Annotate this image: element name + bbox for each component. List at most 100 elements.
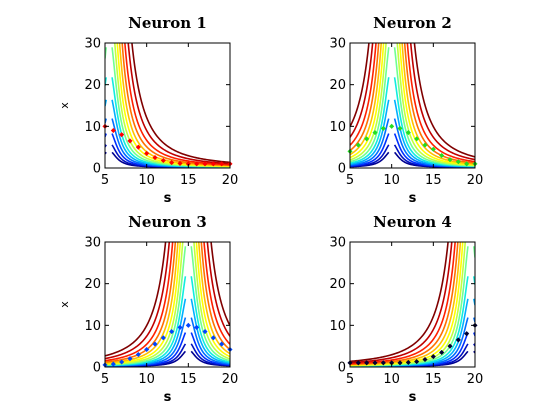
contour-group xyxy=(105,242,230,367)
data-point xyxy=(177,324,183,330)
data-point xyxy=(135,351,141,358)
contour-line xyxy=(350,43,370,127)
data-point xyxy=(127,356,133,362)
y-tick-label: 20 xyxy=(84,277,101,292)
data-point xyxy=(455,159,461,165)
x-tick-label: 15 xyxy=(425,173,442,188)
contour-line xyxy=(474,209,475,224)
data-point xyxy=(397,360,403,366)
contour-line xyxy=(190,332,230,366)
data-point xyxy=(422,142,428,148)
y-tick-label: 10 xyxy=(329,120,346,135)
contour-line xyxy=(396,43,475,167)
x-tick-label: 15 xyxy=(180,173,197,188)
data-point xyxy=(110,127,116,134)
chart-title: Neuron 3 xyxy=(128,213,207,231)
contour-line xyxy=(350,43,377,146)
y-tick-label: 0 xyxy=(338,361,346,376)
axes-box xyxy=(349,241,476,368)
panel-1: 5 10 15 20 0 10 20 30 Neuron 1 s x xyxy=(58,14,239,206)
x-tick-label: 10 xyxy=(383,173,400,188)
x-tick-label: 20 xyxy=(467,372,484,387)
contour-line xyxy=(350,43,380,152)
data-point xyxy=(210,161,216,167)
data-point xyxy=(430,354,436,360)
chart-title: Neuron 2 xyxy=(373,14,452,32)
x-tick-label: 10 xyxy=(138,173,155,188)
contour-line xyxy=(401,43,475,165)
contour-line xyxy=(350,43,387,161)
contour-line xyxy=(105,242,182,365)
contour-line xyxy=(200,242,230,351)
data-point xyxy=(439,349,445,355)
contour-line xyxy=(406,43,475,163)
contour-line xyxy=(105,242,171,360)
data-point xyxy=(185,161,191,167)
x-tick-label: 20 xyxy=(222,372,239,387)
y-tick-label: 10 xyxy=(329,319,346,334)
contour-line xyxy=(193,242,230,360)
data-point xyxy=(364,360,370,366)
contour-line xyxy=(127,43,230,165)
contour-line xyxy=(350,43,374,138)
data-point xyxy=(169,160,175,166)
data-point xyxy=(152,155,158,161)
data-point xyxy=(380,125,386,131)
x-tick-label: 20 xyxy=(467,173,484,188)
contour-line xyxy=(403,43,475,164)
contour-line xyxy=(210,242,230,326)
data-point xyxy=(177,160,183,166)
data-point xyxy=(194,324,200,330)
y-tick-label: 20 xyxy=(84,78,101,93)
contour-line xyxy=(350,43,385,159)
contour-line xyxy=(350,242,459,366)
axes-box xyxy=(349,42,476,169)
data-point xyxy=(389,123,395,129)
contour-line xyxy=(350,77,390,164)
panel-4: 5 10 15 20 0 10 20 30 Neuron 4 s xyxy=(329,10,484,405)
data-point xyxy=(185,322,191,328)
contour-line xyxy=(131,43,230,164)
chart-title: Neuron 4 xyxy=(373,213,452,231)
data-point xyxy=(355,142,361,148)
data-point xyxy=(144,346,150,353)
contour-line xyxy=(105,242,179,364)
x-tick-label: 5 xyxy=(346,372,354,387)
contour-line xyxy=(105,242,174,362)
data-point xyxy=(422,356,428,363)
data-point xyxy=(160,335,166,341)
axes-box xyxy=(104,42,231,169)
x-tick-label: 5 xyxy=(346,173,354,188)
y-tick-label: 20 xyxy=(329,277,346,292)
x-tick-label: 5 xyxy=(101,372,109,387)
y-tick-label: 0 xyxy=(338,162,346,177)
contour-line xyxy=(197,242,230,355)
data-point xyxy=(405,130,411,136)
contour-line xyxy=(350,242,453,364)
y-tick-label: 30 xyxy=(329,37,346,52)
x-tick-label: 15 xyxy=(180,372,197,387)
contour-line xyxy=(350,133,390,167)
data-point xyxy=(202,161,208,167)
panel-3: 5 10 15 20 0 10 20 30 Neuron 3 s x xyxy=(58,213,239,405)
contour-group xyxy=(350,43,475,168)
data-point xyxy=(160,157,166,164)
data-point xyxy=(355,360,361,366)
contour-line xyxy=(350,242,456,365)
contour-line xyxy=(206,242,230,337)
y-tick-label: 30 xyxy=(329,236,346,251)
axes-box xyxy=(104,241,231,368)
contour-line xyxy=(190,246,230,362)
contour-line xyxy=(121,43,230,167)
y-tick-label: 0 xyxy=(93,162,101,177)
data-point xyxy=(202,329,208,335)
x-tick-label: 20 xyxy=(222,173,239,188)
y-tick-label: 30 xyxy=(84,236,101,251)
contour-line xyxy=(474,10,475,43)
x-tick-label: 5 xyxy=(101,173,109,188)
contour-line xyxy=(350,47,390,163)
data-point xyxy=(380,360,386,366)
data-point xyxy=(169,329,175,335)
data-point xyxy=(447,343,453,349)
